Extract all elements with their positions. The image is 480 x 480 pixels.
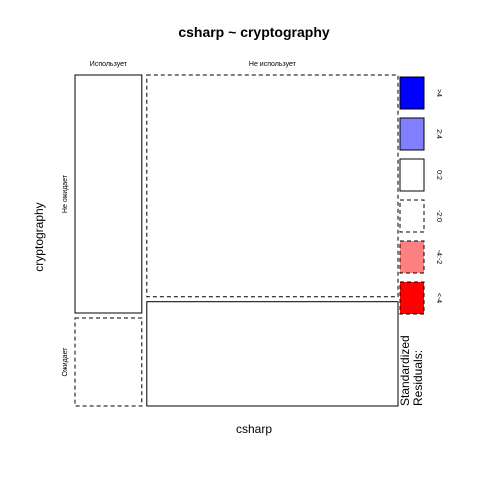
y-category-label-1: Не ожидает	[62, 174, 69, 213]
legend-swatch-3	[399, 158, 425, 192]
tile-2-2	[146, 301, 399, 407]
x-axis-label: csharp	[236, 422, 272, 436]
legend-swatch-4	[399, 199, 425, 233]
legend: >4 2:4 0:2 -2:0 -4:-2 <-4	[399, 76, 442, 315]
legend-swatch-1	[399, 76, 425, 110]
x-category-label-1: Использует	[90, 61, 128, 68]
tile-1-2	[74, 317, 143, 407]
legend-label-1: >4	[435, 89, 442, 97]
tile-1-1	[74, 74, 143, 314]
mosaic-tiles	[74, 74, 399, 407]
y-category-label-2: Ожидает	[62, 347, 69, 377]
legend-title-line-1: Standardized	[398, 335, 412, 406]
legend-title-line-2: Residuals:	[411, 350, 425, 406]
legend-label-2: 2:4	[435, 129, 442, 139]
chart-title: csharp ~ cryptography	[178, 24, 330, 40]
y-axis-label: cryptography	[32, 202, 46, 271]
legend-label-3: 0:2	[435, 170, 442, 180]
tile-2-1	[146, 74, 399, 298]
legend-swatch-5	[399, 240, 425, 274]
legend-swatch-2	[399, 117, 425, 151]
legend-label-6: <-4	[435, 293, 442, 303]
legend-label-4: -2:0	[435, 210, 442, 222]
x-category-label-2: Не использует	[249, 61, 297, 68]
legend-swatch-6	[399, 281, 425, 315]
legend-label-5: -4:-2	[435, 250, 442, 265]
